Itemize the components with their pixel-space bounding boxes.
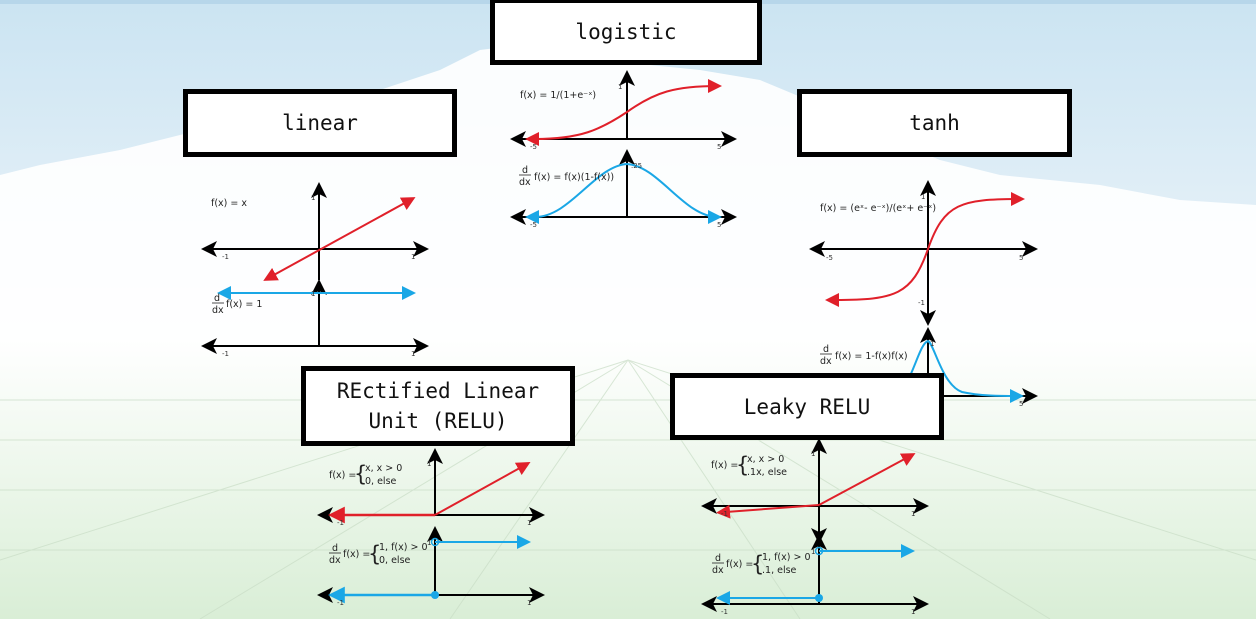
tanh-derivative-curve — [909, 339, 1024, 403]
linear-panel: f(x) = x 1 -1 1 d dx f(x) = 1 1 -1 1 — [201, 182, 429, 358]
tanh-f-plot: f(x) = (eˣ- e⁻ˣ)/(eˣ+ e⁻ˣ) 1 -1 -5 5 — [809, 180, 1038, 326]
logistic-f-plot: f(x) = 1/(1+e⁻ˣ) 1 -5 5 — [510, 70, 737, 151]
fx-prefix: f(x) = — [711, 460, 738, 471]
leaky-function-negative-part — [716, 504, 820, 519]
relu-function-positive-part — [434, 462, 531, 516]
tanh-df-plot: d dx f(x) = 1-f(x)f(x) 1 5 — [820, 327, 1038, 408]
tick-label: -1 — [337, 519, 344, 527]
d-numerator: d — [522, 165, 528, 176]
tick-label: 1 — [527, 519, 531, 527]
ground — [0, 340, 1256, 619]
tick-label: -1 — [721, 510, 728, 518]
tick-label: -1 — [721, 608, 728, 616]
tick-label: 5 — [1019, 400, 1023, 408]
logistic-f-formula: f(x) = 1/(1+e⁻ˣ) — [520, 90, 596, 101]
dx-denominator: dx — [820, 356, 832, 367]
tick-label: 1 — [911, 510, 915, 518]
tick-label: 1 — [911, 608, 915, 616]
relu-f-case2: 0, else — [365, 476, 397, 487]
linear-f-formula: f(x) = x — [211, 198, 247, 209]
tick-label: 1 — [411, 253, 415, 261]
tanh-panel: f(x) = (eˣ- e⁻ˣ)/(eˣ+ e⁻ˣ) 1 -1 -5 5 d d… — [809, 180, 1038, 408]
title-logistic: logistic — [490, 0, 762, 65]
case-brace: { — [751, 552, 764, 576]
tick-label: 1 — [311, 194, 315, 202]
tick-label: 1 — [311, 290, 315, 298]
tanh-function-curve — [825, 192, 1025, 307]
tick-label: .25 — [631, 162, 642, 170]
leaky-f-case2: .1x, else — [747, 467, 787, 478]
leaky-relu-panel: f(x) = { x, x > 0 .1x, else 1 -1 1 d dx … — [701, 438, 929, 616]
tick-label: 5 — [1019, 254, 1023, 262]
leaky-f-plot: f(x) = { x, x > 0 .1x, else 1 -1 1 — [701, 438, 929, 544]
case-brace: { — [736, 453, 749, 477]
relu-f-plot: f(x) = { x, x > 0 0, else 1 -1 1 — [317, 448, 545, 527]
linear-df-formula: f(x) = 1 — [226, 299, 262, 310]
open-point — [430, 537, 440, 547]
leaky-df-plot: d dx f(x) = { 1, f(x) > 0 .1, else 1 -1 … — [701, 534, 929, 616]
closed-point — [431, 591, 439, 599]
dx-denominator: dx — [519, 177, 531, 188]
linear-df-plot: d dx f(x) = 1 1 -1 1 — [201, 279, 429, 358]
relu-f-case1: x, x > 0 — [365, 463, 402, 474]
tick-label: 1 — [411, 350, 415, 358]
tanh-df-formula: f(x) = 1-f(x)f(x) — [835, 351, 908, 362]
title-leaky-relu: Leaky RELU — [670, 373, 944, 440]
title-tanh: tanh — [797, 89, 1072, 157]
tick-label: 1 — [427, 539, 431, 547]
logistic-panel: f(x) = 1/(1+e⁻ˣ) 1 -5 5 d dx f(x) = f(x)… — [510, 70, 737, 229]
logistic-df-plot: d dx f(x) = f(x)(1-f(x)) .25 -5 5 — [510, 149, 737, 229]
relu-df-case1: 1, f(x) > 0 — [379, 542, 428, 553]
leaky-df-case2: .1, else — [762, 565, 797, 576]
tick-label: 5 — [717, 143, 721, 151]
relu-df-plot: d dx f(x) = { 1, f(x) > 0 0, else 1 -1 1 — [317, 526, 545, 607]
tick-label: -5 — [530, 221, 537, 229]
tick-label: -5 — [826, 254, 833, 262]
leaky-function-positive-part — [818, 453, 916, 506]
logistic-function-curve — [525, 79, 722, 146]
tick-label: 1 — [618, 83, 622, 91]
case-brace: { — [354, 462, 367, 486]
leaky-f-case1: x, x > 0 — [747, 454, 784, 465]
dx-denominator: dx — [712, 565, 724, 576]
d-numerator: d — [715, 553, 721, 564]
tick-label: 1 — [527, 599, 531, 607]
relu-panel: f(x) = { x, x > 0 0, else 1 -1 1 d dx f(… — [317, 448, 545, 607]
d-numerator: d — [823, 344, 829, 355]
leaky-df-case1: 1, f(x) > 0 — [762, 552, 811, 563]
d-numerator: d — [214, 293, 220, 304]
d-numerator: d — [332, 543, 338, 554]
linear-function-curve — [263, 197, 416, 281]
tick-label: -1 — [222, 253, 229, 261]
tick-label: -1 — [337, 599, 344, 607]
fx-prefix: f(x) = — [329, 470, 356, 481]
open-point — [814, 546, 824, 556]
tanh-f-formula: f(x) = (eˣ- e⁻ˣ)/(eˣ+ e⁻ˣ) — [820, 203, 936, 214]
closed-point — [815, 594, 823, 602]
tick-label: 1 — [427, 460, 431, 468]
tick-label: -1 — [222, 350, 229, 358]
tick-label: 1 — [921, 193, 925, 201]
title-relu: REctified Linear Unit (RELU) — [301, 366, 575, 446]
title-linear: linear — [183, 89, 457, 157]
tick-label: 1 — [930, 340, 934, 348]
tick-label: 1 — [811, 450, 815, 458]
df-prefix: f(x) = — [343, 549, 370, 560]
logistic-derivative-curve — [525, 162, 722, 224]
tick-label: -5 — [530, 143, 537, 151]
tick-label: 1 — [811, 548, 815, 556]
tick-label: 5 — [717, 221, 721, 229]
df-prefix: f(x) = — [726, 559, 753, 570]
dx-denominator: dx — [212, 305, 224, 316]
dx-denominator: dx — [329, 555, 341, 566]
logistic-df-formula: f(x) = f(x)(1-f(x)) — [534, 172, 614, 183]
relu-df-case2: 0, else — [379, 555, 411, 566]
linear-f-plot: f(x) = x 1 -1 1 — [201, 182, 429, 281]
case-brace: { — [368, 542, 381, 566]
tick-label: -1 — [918, 299, 925, 307]
